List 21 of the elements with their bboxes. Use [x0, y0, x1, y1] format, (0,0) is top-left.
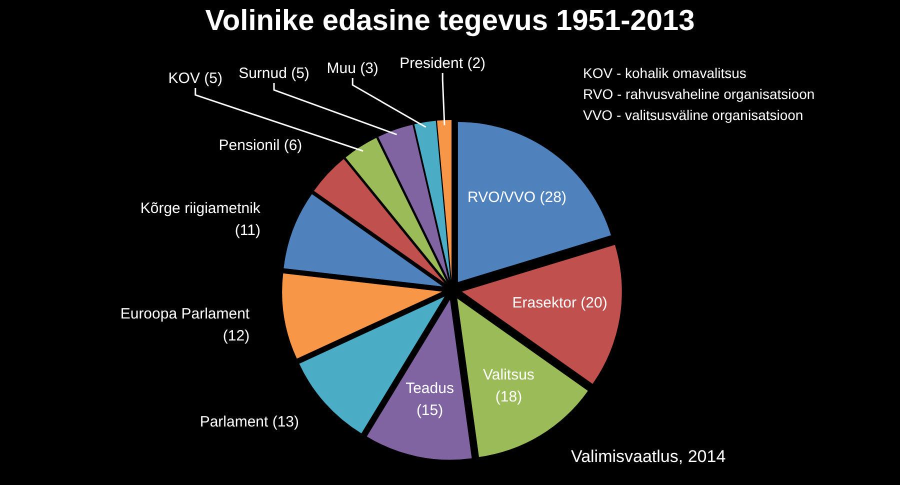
slice-label: Teadus [406, 380, 454, 397]
slice-label: RVO/VVO (28) [468, 189, 566, 206]
chart-title: Volinike edasine tegevus 1951-2013 [205, 5, 695, 37]
data-label: (12) [222, 328, 250, 345]
slice-label: Pensionil (6) [218, 137, 302, 154]
text: KOV - kohalik omavalitsus [583, 65, 746, 81]
data-label: (11) [234, 222, 260, 239]
text: VVO - valitsusväline organisatsioon [583, 107, 804, 123]
slice-label: Euroopa Parlament [120, 306, 250, 323]
data-label: (18) [495, 388, 522, 406]
slice-label: KOV (5) [168, 70, 222, 87]
slice-label: Surnud (5) [238, 65, 310, 82]
data-label: (15) [416, 402, 444, 419]
text: RVO - rahvusvaheline organisatsioon [583, 86, 815, 102]
slice-label: Muu (3) [326, 60, 378, 77]
slice-label: Parlament (13) [200, 413, 300, 430]
slice-label: Kõrge riigiametnik [140, 200, 261, 217]
slice-label: President (2) [400, 55, 486, 72]
slice-label: Erasektor (20) [512, 294, 608, 312]
slice-label: Valitsus [483, 366, 534, 384]
text: Valimisvaatlus, 2014 [571, 447, 726, 466]
